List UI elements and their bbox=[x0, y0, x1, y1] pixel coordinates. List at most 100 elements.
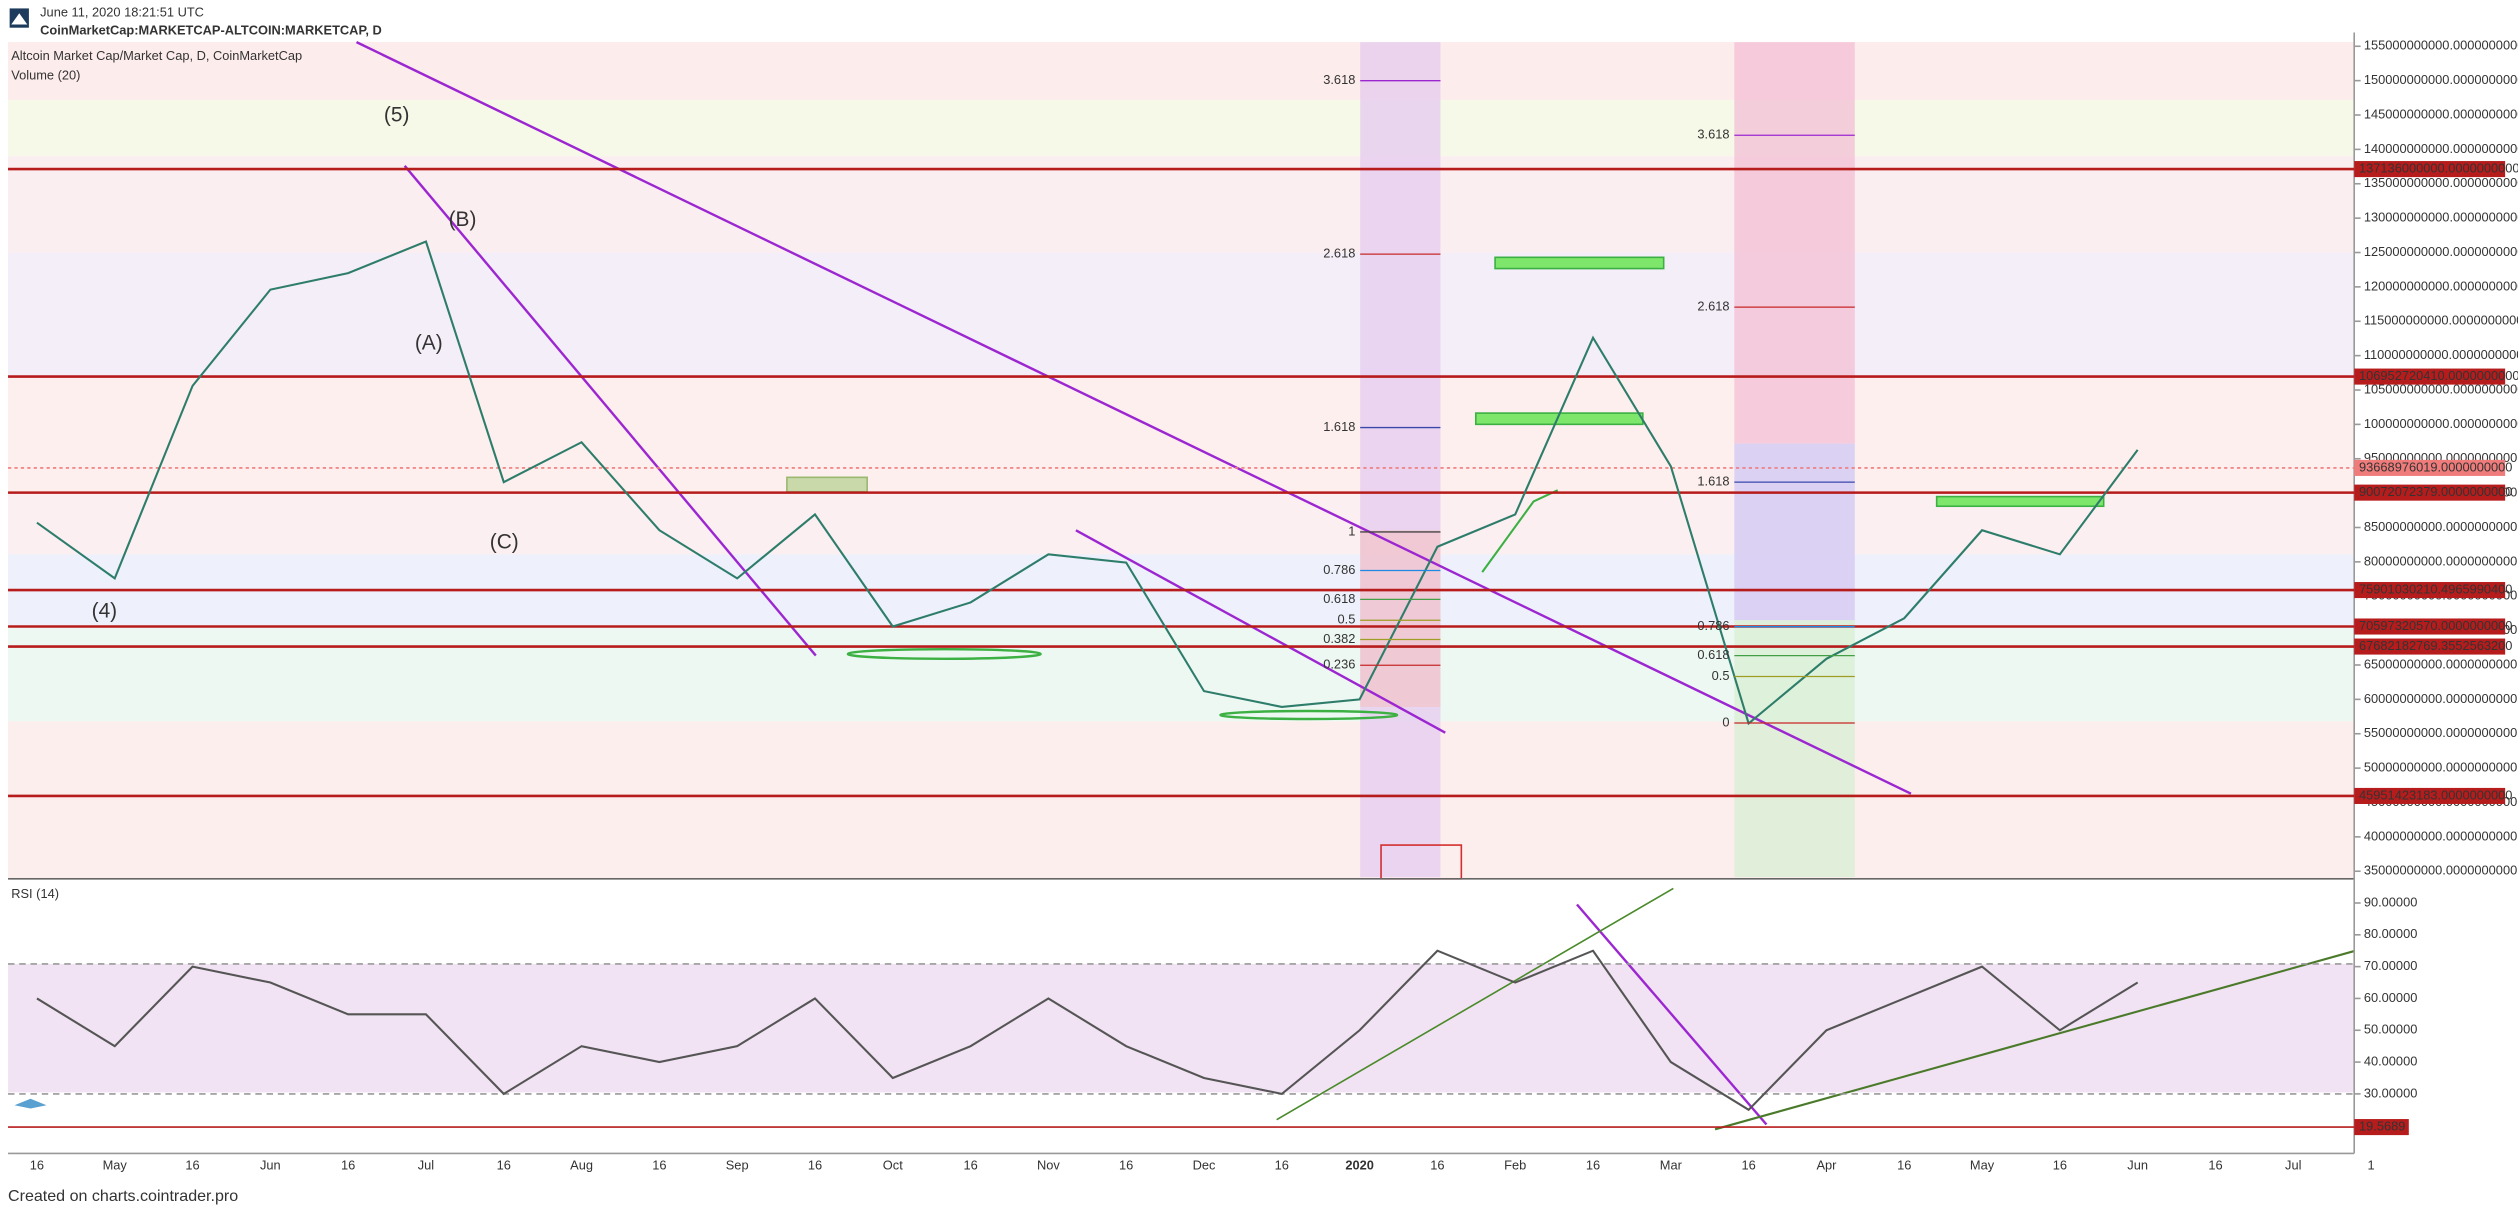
y-tick-label: 60000000000.0000000000 bbox=[2364, 691, 2517, 706]
x-tick-label: 16 bbox=[30, 1158, 44, 1173]
x-tick-label: 16 bbox=[2208, 1158, 2222, 1173]
fib-label: 0.5 bbox=[1712, 668, 1730, 683]
fib-label: 2.618 bbox=[1323, 246, 1355, 261]
fib-label: 2.618 bbox=[1697, 299, 1729, 314]
fib-label: 3.618 bbox=[1697, 127, 1729, 142]
level-label-box bbox=[2354, 582, 2506, 599]
level-label-box bbox=[2354, 787, 2506, 804]
x-tick-label: Mar bbox=[1660, 1158, 1683, 1173]
x-tick-label: Sep bbox=[726, 1158, 749, 1173]
fib-label: 1 bbox=[1348, 523, 1355, 538]
price-line bbox=[36, 240, 2139, 726]
x-tick-label: 16 bbox=[497, 1158, 511, 1173]
level-label: 75901030210.4965990400 bbox=[2359, 581, 2512, 596]
x-tick-label: 16 bbox=[1586, 1158, 1600, 1173]
level-label: 137136000000.0000000000 bbox=[2359, 160, 2518, 175]
level-label-box bbox=[2354, 161, 2506, 178]
x-tick-label: 16 bbox=[341, 1158, 355, 1173]
fib-label: 0.618 bbox=[1323, 591, 1355, 606]
y-tick-label: 55000000000.0000000000 bbox=[2364, 725, 2517, 740]
x-tick-label: Jun bbox=[260, 1158, 281, 1173]
x-tick-label: 16 bbox=[1430, 1158, 1444, 1173]
y-tick-label: 65000000000.0000000000 bbox=[2364, 656, 2517, 671]
y-tick-label: 105000000000.0000000000 bbox=[2364, 381, 2518, 396]
x-tick-label: Apr bbox=[1816, 1158, 1837, 1173]
wave-label: (A) bbox=[415, 332, 443, 355]
y-tick-label: 50000000000.0000000000 bbox=[2364, 760, 2517, 775]
wave-label: (B) bbox=[449, 208, 477, 231]
bands bbox=[8, 42, 2355, 1093]
x-tick-label: 2020 bbox=[1345, 1158, 1374, 1173]
wave-label: (4) bbox=[92, 600, 118, 623]
fib-label: 0 bbox=[1722, 714, 1729, 729]
level-label-box bbox=[2354, 1119, 2409, 1136]
level-label-box bbox=[2354, 618, 2506, 635]
level-label-box bbox=[2354, 368, 2506, 385]
x-tick-label: Feb bbox=[1504, 1158, 1526, 1173]
level-label-box bbox=[2354, 459, 2506, 476]
y-tick-label: 120000000000.0000000000 bbox=[2364, 278, 2518, 293]
x-tick-label: 16 bbox=[1275, 1158, 1289, 1173]
level-label: 90072072379.0000000000 bbox=[2359, 484, 2512, 499]
x-tick-label: Aug bbox=[570, 1158, 593, 1173]
x-tick-label: Jun bbox=[2127, 1158, 2148, 1173]
y-tick-label: 30.00000 bbox=[2364, 1085, 2418, 1100]
level-label: 67682182769.3552563200 bbox=[2359, 638, 2512, 653]
y-tick-label: 110000000000.0000000000 bbox=[2364, 347, 2518, 362]
x-tick-label: Oct bbox=[883, 1158, 903, 1173]
drawings bbox=[8, 32, 2356, 1155]
fib-label: 1.618 bbox=[1697, 474, 1729, 489]
wave-label: (5) bbox=[384, 104, 410, 127]
y-tick-label: 70.00000 bbox=[2364, 958, 2418, 973]
x-tick-label: Nov bbox=[1037, 1158, 1060, 1173]
header-date: June 11, 2020 18:21:51 UTC bbox=[40, 5, 204, 20]
y-tick-label: 115000000000.0000000000 bbox=[2364, 313, 2518, 328]
y-tick-label: 35000000000.0000000000 bbox=[2364, 863, 2517, 878]
fib-label: 0.618 bbox=[1697, 647, 1729, 662]
rsi-title: RSI (14) bbox=[11, 886, 59, 901]
y-tick-label: 100000000000.0000000000 bbox=[2364, 416, 2518, 431]
y-tick-label: 155000000000.0000000000 bbox=[2364, 38, 2518, 53]
x-tick-label: 16 bbox=[2053, 1158, 2067, 1173]
chart-subtitle: Volume (20) bbox=[11, 67, 80, 82]
fib-label: 0.786 bbox=[1697, 618, 1729, 633]
x-tick-label: 16 bbox=[808, 1158, 822, 1173]
y-tick-label: 50.00000 bbox=[2364, 1022, 2418, 1037]
fib-label: 1.618 bbox=[1323, 419, 1355, 434]
chart-title: Altcoin Market Cap/Market Cap, D, CoinMa… bbox=[11, 48, 302, 63]
x-tick-label: 16 bbox=[1119, 1158, 1133, 1173]
level-label: 45951423183.0000000000 bbox=[2359, 787, 2512, 802]
x-tick-label: 16 bbox=[185, 1158, 199, 1173]
x-tick-label: 16 bbox=[1897, 1158, 1911, 1173]
logo bbox=[9, 8, 47, 1109]
footer: Created on charts.cointrader.pro bbox=[8, 1187, 238, 1205]
level-label: 19.5689 bbox=[2359, 1118, 2405, 1133]
x-tick-label: May bbox=[1970, 1158, 1995, 1173]
level-label: 106952720410.0000000000 bbox=[2359, 368, 2518, 383]
fib-label: 0.236 bbox=[1323, 657, 1355, 672]
level-label: 70597320570.0000000000 bbox=[2359, 618, 2512, 633]
header-symbol: CoinMarketCap:MARKETCAP-ALTCOIN:MARKETCA… bbox=[40, 22, 382, 37]
y-tick-label: 145000000000.0000000000 bbox=[2364, 106, 2518, 121]
y-tick-label: 135000000000.0000000000 bbox=[2364, 175, 2518, 190]
level-label-box bbox=[2354, 638, 2506, 655]
x-tick-label: 16 bbox=[652, 1158, 666, 1173]
level-label-box bbox=[2354, 484, 2506, 501]
y-tick-label: 40.00000 bbox=[2364, 1053, 2418, 1068]
x-tick-label: May bbox=[103, 1158, 128, 1173]
x-tick-label: 1 bbox=[2367, 1158, 2374, 1173]
fib-label: 0.5 bbox=[1338, 612, 1356, 627]
x-tick-label: Dec bbox=[1193, 1158, 1216, 1173]
y-tick-label: 140000000000.0000000000 bbox=[2364, 141, 2518, 156]
y-tick-label: 125000000000.0000000000 bbox=[2364, 244, 2518, 259]
y-tick-label: 80000000000.0000000000 bbox=[2364, 553, 2517, 568]
fib-label: 0.786 bbox=[1323, 562, 1355, 577]
x-tick-label: 16 bbox=[963, 1158, 977, 1173]
y-tick-label: 40000000000.0000000000 bbox=[2364, 828, 2517, 843]
y-tick-label: 85000000000.0000000000 bbox=[2364, 519, 2517, 534]
x-tick-label: Jul bbox=[418, 1158, 434, 1173]
y-tick-label: 90.00000 bbox=[2364, 894, 2418, 909]
x-tick-label: 16 bbox=[1741, 1158, 1755, 1173]
